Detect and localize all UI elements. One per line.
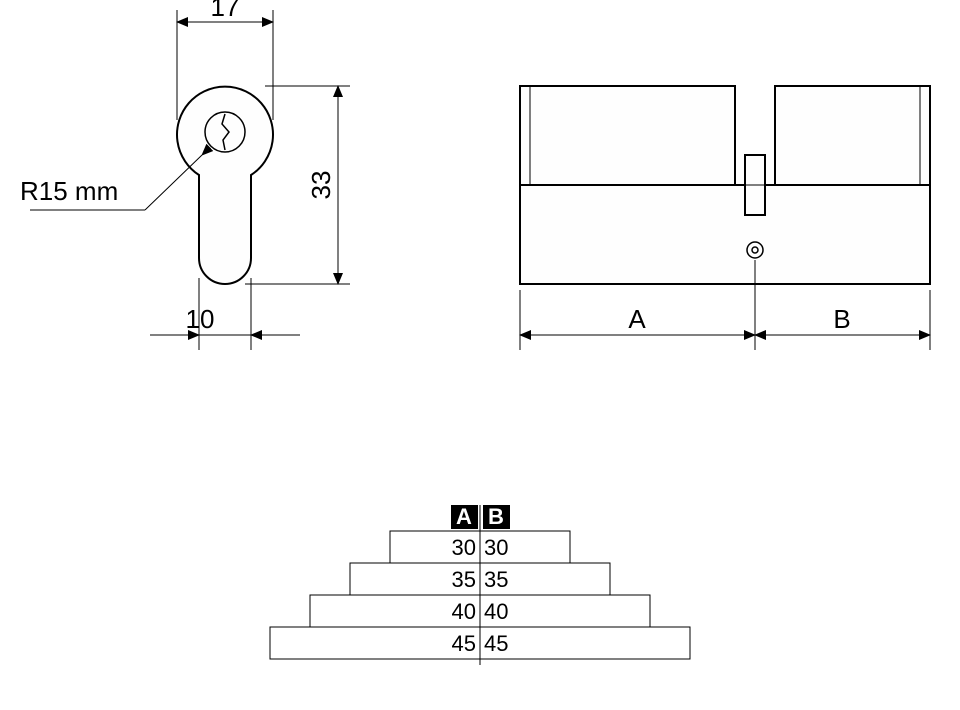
r1a: 30	[452, 535, 476, 560]
side-view: A B	[520, 86, 930, 350]
dim-10: 10	[186, 304, 215, 334]
r1b: 30	[484, 535, 508, 560]
r2b: 35	[484, 567, 508, 592]
r4b: 45	[484, 631, 508, 656]
dim-b: B	[833, 304, 850, 334]
r3b: 40	[484, 599, 508, 624]
r2a: 35	[452, 567, 476, 592]
dim-33: 33	[306, 171, 336, 200]
radius-label: R15 mm	[20, 176, 118, 206]
size-table: A B 30 30 35 35 40 40 45 45	[270, 504, 690, 665]
r4a: 45	[452, 631, 476, 656]
dim-a: A	[628, 304, 646, 334]
r3a: 40	[452, 599, 476, 624]
dim-17: 17	[211, 0, 240, 22]
front-view: 17 33 10 R15 mm	[20, 0, 350, 350]
th-b: B	[488, 504, 504, 529]
th-a: A	[456, 504, 472, 529]
